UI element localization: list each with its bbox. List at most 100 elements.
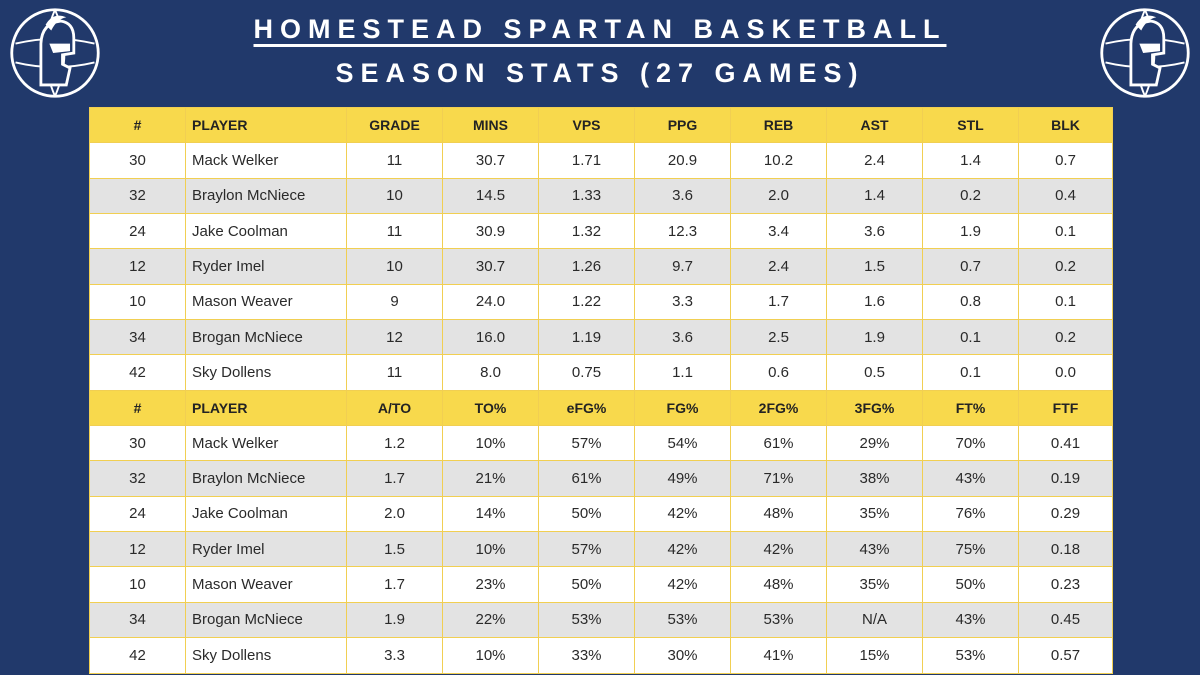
stat-cell: 22% <box>442 601 539 639</box>
stat-cell: 54% <box>634 425 731 462</box>
stat-cell: 12 <box>346 319 443 356</box>
stat-cell: 57% <box>538 425 635 462</box>
stat-cell: 30.7 <box>442 142 539 179</box>
table-row: 34 Brogan McNiece 1.9 22% 53% 53% 53% N/A 43% 0.4… <box>89 601 1113 639</box>
stat-cell: 1.7 <box>346 566 443 603</box>
stat-cell: 38% <box>826 460 923 497</box>
stat-cell: 20.9 <box>634 142 731 179</box>
stat-cell: 1.71 <box>538 142 635 179</box>
table-row: 12 Ryder Imel 1.5 10% 57% 42% 42% 43% 75% 0.18 <box>89 531 1113 568</box>
stat-cell: 24 <box>89 495 186 533</box>
column-header: VPS <box>538 106 635 144</box>
stat-cell: 71% <box>730 460 827 497</box>
stat-cell: 0.1 <box>1018 283 1113 321</box>
table-row: 24 Jake Coolman 2.0 14% 50% 42% 48% 35% 76% 0.29 <box>89 495 1113 533</box>
stat-cell: 48% <box>730 566 827 603</box>
header-row: # PLAYER GRADE MINS VPS PPG REB AST STL BLK <box>89 106 1113 144</box>
stat-cell: 1.22 <box>538 283 635 321</box>
column-header: FTF <box>1018 389 1113 427</box>
stat-cell: 1.1 <box>634 354 731 391</box>
column-header: # <box>89 389 186 427</box>
spartan-logo-icon <box>10 8 100 98</box>
stat-cell: 30.9 <box>442 213 539 250</box>
table-row: 32 Braylon McNiece 1.7 21% 61% 49% 71% 38% 43% 0.… <box>89 460 1113 497</box>
player-name-cell: Mason Weaver <box>185 283 347 321</box>
stat-cell: 11 <box>346 354 443 391</box>
stat-cell: 43% <box>922 460 1019 497</box>
stat-cell: 33% <box>538 637 635 674</box>
column-header: 3FG% <box>826 389 923 427</box>
table-row: 42 Sky Dollens 11 8.0 0.75 1.1 0.6 0.5 0.1 0.0 <box>89 354 1113 391</box>
stat-cell: 0.57 <box>1018 637 1113 674</box>
column-header: GRADE <box>346 106 443 144</box>
stat-cell: 1.4 <box>922 142 1019 179</box>
column-header: 2FG% <box>730 389 827 427</box>
stat-cell: 9.7 <box>634 248 731 285</box>
stat-cell: 1.6 <box>826 283 923 321</box>
stat-cell: 0.19 <box>1018 460 1113 497</box>
stat-cell: 30 <box>89 142 186 179</box>
stat-cell: 0.7 <box>922 248 1019 285</box>
stat-cell: 57% <box>538 531 635 568</box>
stat-cell: 3.6 <box>634 177 731 215</box>
column-header: AST <box>826 106 923 144</box>
stat-cell: 1.9 <box>346 601 443 639</box>
stat-cell: 11 <box>346 213 443 250</box>
column-header: # <box>89 106 186 144</box>
stat-cell: 8.0 <box>442 354 539 391</box>
stat-cell: 48% <box>730 495 827 533</box>
stat-cell: 1.5 <box>346 531 443 568</box>
table-row: 10 Mason Weaver 9 24.0 1.22 3.3 1.7 1.6 0.8 0.1 <box>89 283 1113 321</box>
table-row: 30 Mack Welker 11 30.7 1.71 20.9 10.2 2.4 1.4 0.7 <box>89 142 1113 179</box>
stat-cell: 0.5 <box>826 354 923 391</box>
table-row: 32 Braylon McNiece 10 14.5 1.33 3.6 2.0 1.4 0.2 0… <box>89 177 1113 215</box>
column-header: PLAYER <box>185 389 347 427</box>
column-header: REB <box>730 106 827 144</box>
stat-cell: 10 <box>89 283 186 321</box>
table-row: 24 Jake Coolman 11 30.9 1.32 12.3 3.4 3.6 1.9 0.1 <box>89 213 1113 250</box>
header-row: # PLAYER A/TO TO% eFG% FG% 2FG% 3FG% FT% FTF <box>89 389 1113 427</box>
stat-cell: 0.1 <box>1018 213 1113 250</box>
column-header: eFG% <box>538 389 635 427</box>
player-name-cell: Jake Coolman <box>185 213 347 250</box>
stats-table: # PLAYER GRADE MINS VPS PPG REB AST STL BLK 30 Mack… <box>89 106 1113 674</box>
stat-cell: 42 <box>89 354 186 391</box>
stat-cell: 34 <box>89 319 186 356</box>
stat-cell: 43% <box>826 531 923 568</box>
column-header: TO% <box>442 389 539 427</box>
column-header: FT% <box>922 389 1019 427</box>
column-header: PPG <box>634 106 731 144</box>
stat-cell: 1.4 <box>826 177 923 215</box>
stat-cell: 9 <box>346 283 443 321</box>
table-row: 12 Ryder Imel 10 30.7 1.26 9.7 2.4 1.5 0.7 0.2 <box>89 248 1113 285</box>
stat-cell: 30.7 <box>442 248 539 285</box>
stat-cell: 1.2 <box>346 425 443 462</box>
stat-cell: 29% <box>826 425 923 462</box>
stat-cell: 16.0 <box>442 319 539 356</box>
stat-cell: 12 <box>89 531 186 568</box>
stat-cell: 0.8 <box>922 283 1019 321</box>
stat-cell: 76% <box>922 495 1019 533</box>
stat-cell: N/A <box>826 601 923 639</box>
stat-cell: 21% <box>442 460 539 497</box>
stat-cell: 50% <box>922 566 1019 603</box>
stat-cell: 0.1 <box>922 354 1019 391</box>
stat-cell: 2.5 <box>730 319 827 356</box>
stat-cell: 42% <box>634 566 731 603</box>
stat-cell: 1.7 <box>346 460 443 497</box>
stat-cell: 53% <box>922 637 1019 674</box>
stat-cell: 0.29 <box>1018 495 1113 533</box>
stat-cell: 49% <box>634 460 731 497</box>
stat-cell: 12 <box>89 248 186 285</box>
stat-cell: 23% <box>442 566 539 603</box>
stat-cell: 53% <box>538 601 635 639</box>
stat-cell: 2.4 <box>826 142 923 179</box>
table-row: 34 Brogan McNiece 12 16.0 1.19 3.6 2.5 1.9 0.1 0.… <box>89 319 1113 356</box>
stat-cell: 0.1 <box>922 319 1019 356</box>
column-header: MINS <box>442 106 539 144</box>
stat-cell: 10 <box>89 566 186 603</box>
stat-cell: 0.6 <box>730 354 827 391</box>
stat-cell: 32 <box>89 177 186 215</box>
stat-cell: 42% <box>634 531 731 568</box>
player-name-cell: Braylon McNiece <box>185 460 347 497</box>
